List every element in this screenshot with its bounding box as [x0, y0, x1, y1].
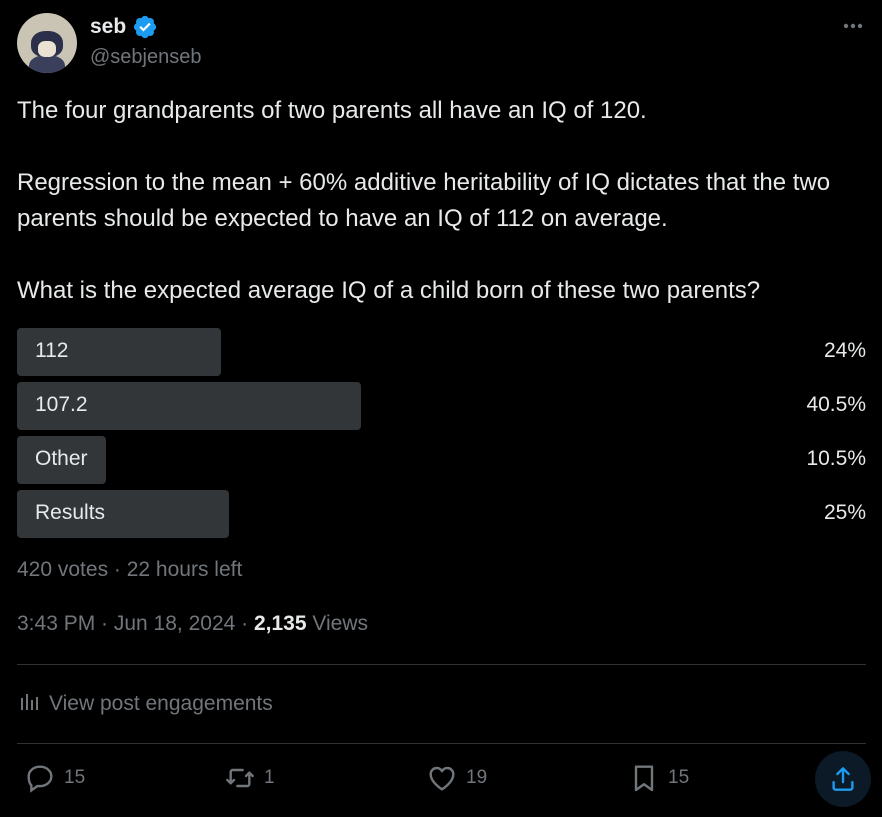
poll-option-percent: 25% — [823, 501, 866, 524]
post-timestamp: 3:43 PM · Jun 18, 2024 · 2,135 Views — [17, 612, 368, 636]
bookmark-icon — [634, 765, 654, 792]
poll-option[interactable]: 112 24% — [17, 328, 866, 376]
views-count: 2,135 — [253, 612, 307, 635]
like-count: 19 — [466, 767, 488, 788]
divider — [17, 664, 866, 665]
verified-badge-icon — [133, 15, 157, 39]
poll-meta: 420 votes · 22 hours left — [17, 558, 243, 581]
bookmark-button[interactable]: 15 — [628, 762, 689, 794]
poll-option-label: 112 — [35, 339, 69, 362]
heart-icon — [429, 766, 455, 791]
author-handle[interactable]: @sebjenseb — [90, 46, 202, 68]
like-button[interactable]: 19 — [426, 762, 487, 794]
reply-count: 15 — [64, 767, 86, 788]
post-text: The four grandparents of two parents all… — [17, 97, 831, 304]
poll-option-percent: 24% — [823, 339, 866, 362]
repost-button[interactable]: 1 — [224, 762, 275, 794]
poll-bar — [17, 490, 230, 538]
poll-option-label: Results — [35, 501, 106, 524]
poll-option-percent: 40.5% — [806, 393, 866, 416]
share-icon — [832, 767, 854, 791]
poll-option-percent: 10.5% — [806, 447, 866, 470]
poll-bar — [17, 328, 221, 376]
avatar[interactable] — [17, 13, 77, 73]
poll-option-label: 107.2 — [35, 393, 88, 416]
reply-icon — [27, 765, 53, 793]
view-engagements-label: View post engagements — [49, 692, 273, 715]
poll-bar — [17, 382, 361, 430]
share-button[interactable] — [815, 751, 871, 807]
views-label: Views — [306, 612, 369, 635]
poll-option[interactable]: Results 25% — [17, 490, 866, 538]
repost-icon — [226, 768, 254, 788]
bookmark-count: 15 — [668, 767, 690, 788]
poll-option[interactable]: 107.2 40.5% — [17, 382, 866, 430]
poll-option-label: Other — [35, 447, 88, 470]
poll-option[interactable]: Other 10.5% — [17, 436, 866, 484]
view-engagements-link[interactable]: View post engagements — [17, 690, 273, 716]
poll-bar — [17, 436, 107, 484]
author-name[interactable]: seb — [90, 15, 127, 38]
bar-chart-icon — [21, 694, 38, 710]
reply-button[interactable]: 15 — [24, 762, 85, 794]
divider — [17, 743, 866, 744]
more-icon[interactable] — [838, 14, 868, 38]
post-time[interactable]: 3:43 PM · Jun 18, 2024 · — [17, 612, 254, 635]
repost-count: 1 — [264, 767, 275, 788]
